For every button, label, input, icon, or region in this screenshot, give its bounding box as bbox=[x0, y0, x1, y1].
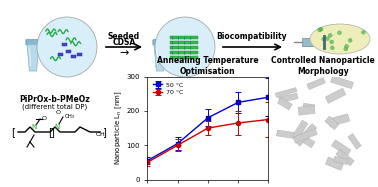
Polygon shape bbox=[325, 88, 346, 103]
Polygon shape bbox=[154, 44, 166, 71]
Text: [: [ bbox=[48, 127, 52, 137]
Polygon shape bbox=[333, 156, 348, 165]
Text: Seeded: Seeded bbox=[108, 32, 140, 41]
Polygon shape bbox=[331, 76, 353, 89]
Circle shape bbox=[344, 47, 348, 51]
Circle shape bbox=[348, 38, 352, 42]
Circle shape bbox=[330, 46, 334, 50]
Text: CH₃: CH₃ bbox=[65, 114, 75, 119]
Polygon shape bbox=[325, 116, 339, 130]
Bar bbox=[77, 53, 82, 56]
Bar bbox=[170, 45, 198, 49]
Bar bbox=[65, 50, 71, 53]
Text: (different total DP): (different total DP) bbox=[22, 104, 88, 110]
Title: Controlled Nanoparticle
Morphology: Controlled Nanoparticle Morphology bbox=[271, 56, 375, 76]
FancyBboxPatch shape bbox=[153, 40, 167, 45]
Text: Biocompatibility: Biocompatibility bbox=[217, 32, 287, 41]
Text: O: O bbox=[42, 116, 47, 120]
Polygon shape bbox=[348, 134, 361, 149]
Title: Annealing Temperature
Optimisation: Annealing Temperature Optimisation bbox=[157, 56, 259, 76]
Text: PiPrOx-b-PMeOz: PiPrOx-b-PMeOz bbox=[20, 94, 90, 103]
Polygon shape bbox=[303, 103, 314, 111]
Polygon shape bbox=[299, 134, 315, 148]
Circle shape bbox=[37, 17, 97, 77]
Circle shape bbox=[155, 17, 215, 77]
Polygon shape bbox=[298, 105, 315, 115]
Polygon shape bbox=[332, 140, 351, 156]
Text: ]: ] bbox=[102, 127, 106, 137]
Polygon shape bbox=[27, 44, 39, 71]
Polygon shape bbox=[279, 93, 298, 103]
Polygon shape bbox=[293, 120, 308, 139]
Y-axis label: Nanoparticle L$_n$ [nm]: Nanoparticle L$_n$ [nm] bbox=[113, 91, 124, 165]
Text: CDSA: CDSA bbox=[112, 38, 136, 47]
Text: N: N bbox=[54, 124, 60, 130]
Polygon shape bbox=[295, 124, 316, 146]
Polygon shape bbox=[275, 88, 297, 97]
Bar bbox=[71, 55, 76, 58]
Circle shape bbox=[361, 30, 366, 34]
Text: O: O bbox=[56, 110, 60, 115]
Polygon shape bbox=[277, 130, 295, 138]
Polygon shape bbox=[328, 114, 350, 126]
Circle shape bbox=[325, 37, 329, 41]
Text: OH: OH bbox=[96, 131, 106, 137]
Polygon shape bbox=[336, 149, 354, 166]
Text: ]: ] bbox=[50, 127, 54, 137]
Circle shape bbox=[345, 44, 349, 48]
Legend: 50 °C, 70 °C: 50 °C, 70 °C bbox=[150, 80, 186, 97]
Ellipse shape bbox=[310, 24, 370, 54]
Bar bbox=[170, 41, 198, 44]
Polygon shape bbox=[307, 78, 325, 90]
Bar bbox=[302, 38, 322, 46]
FancyBboxPatch shape bbox=[26, 40, 40, 45]
Text: [: [ bbox=[11, 127, 15, 137]
Bar bbox=[62, 43, 67, 46]
Bar bbox=[170, 36, 198, 39]
Bar bbox=[170, 50, 198, 54]
Circle shape bbox=[318, 28, 322, 32]
Text: N: N bbox=[31, 124, 37, 130]
Bar bbox=[58, 53, 63, 56]
Circle shape bbox=[322, 37, 326, 41]
Polygon shape bbox=[293, 128, 317, 143]
Circle shape bbox=[338, 31, 341, 35]
Circle shape bbox=[319, 27, 323, 31]
Circle shape bbox=[330, 40, 334, 44]
Polygon shape bbox=[325, 157, 344, 170]
Circle shape bbox=[328, 33, 332, 37]
Polygon shape bbox=[277, 97, 292, 110]
Bar bbox=[170, 56, 198, 59]
Text: →: → bbox=[119, 48, 129, 58]
